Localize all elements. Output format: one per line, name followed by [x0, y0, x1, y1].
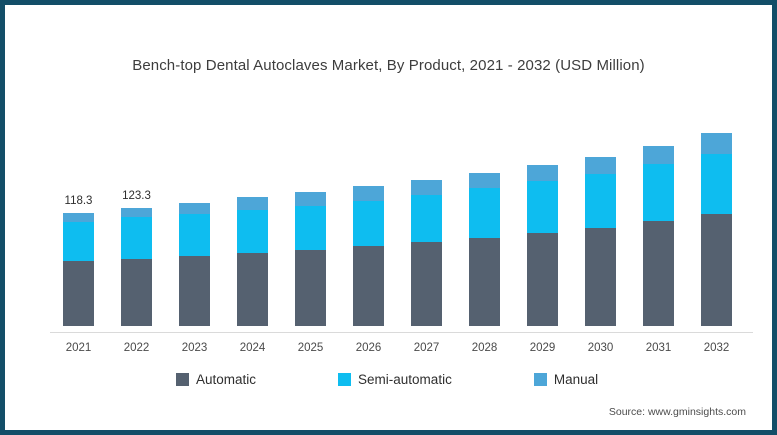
bar-2025 — [295, 192, 326, 326]
legend-label-automatic: Automatic — [196, 372, 257, 387]
bar-segment-semi-automatic-2030 — [585, 173, 616, 228]
bar-segment-automatic-2023 — [179, 255, 210, 326]
bar-segment-semi-automatic-2032 — [701, 153, 732, 215]
bar-segment-semi-automatic-2024 — [237, 209, 268, 253]
legend-swatch-automatic — [176, 373, 189, 386]
bar-segment-automatic-2025 — [295, 250, 326, 326]
x-axis-labels: 2021 2022 2023 2024 2025 2026 2027 2028 2029 2030… — [63, 342, 732, 354]
bar-segment-automatic-2031 — [643, 221, 674, 326]
bar-2027 — [411, 180, 442, 326]
source-text: Source: www.gminsights.com — [608, 406, 746, 418]
bar-segment-manual-2021 — [63, 212, 94, 222]
plot-area: 118.3 123.3 — [63, 126, 732, 326]
legend-swatch-semi-automatic — [338, 373, 352, 386]
bar-segment-semi-automatic-2021 — [63, 221, 94, 262]
bar-segment-automatic-2022 — [121, 258, 152, 326]
bar-segment-manual-2024 — [237, 197, 268, 210]
x-tick-2021: 2021 — [65, 342, 92, 354]
bar-2030 — [585, 156, 616, 326]
bar-segment-manual-2031 — [643, 145, 674, 164]
legend-label-manual: Manual — [553, 372, 599, 387]
legend-label-semi-automatic: Semi-automatic — [358, 372, 452, 387]
legend: Automatic Semi-automatic Manual — [176, 372, 598, 387]
bar-segment-automatic-2030 — [585, 227, 616, 326]
bar-segment-automatic-2028 — [469, 237, 500, 326]
bar-segment-semi-automatic-2031 — [643, 163, 674, 222]
bar-segment-automatic-2032 — [701, 214, 732, 326]
bar-segment-manual-2023 — [179, 202, 210, 214]
bar-segment-manual-2029 — [527, 165, 558, 182]
bar-2022: 123.3 — [121, 190, 152, 326]
x-tick-2031: 2031 — [645, 342, 672, 354]
bar-segment-automatic-2026 — [353, 246, 384, 326]
legend-item-manual: Manual — [533, 372, 599, 387]
x-tick-2030: 2030 — [587, 342, 614, 354]
bar-segment-manual-2026 — [353, 186, 384, 201]
bar-segment-manual-2028 — [469, 173, 500, 189]
bar-2032 — [701, 133, 732, 326]
x-tick-2026: 2026 — [355, 342, 382, 354]
bar-segment-semi-automatic-2027 — [411, 194, 442, 243]
bar-segment-semi-automatic-2029 — [527, 181, 558, 233]
bar-segment-automatic-2021 — [63, 261, 94, 326]
bar-2031 — [643, 145, 674, 326]
bar-2023 — [179, 202, 210, 326]
x-tick-2022: 2022 — [123, 342, 150, 354]
bar-segment-manual-2022 — [121, 207, 152, 218]
bar-segment-semi-automatic-2028 — [469, 188, 500, 238]
legend-item-semi-automatic: Semi-automatic — [338, 372, 452, 387]
bar-2021: 118.3 — [63, 195, 94, 326]
x-tick-2028: 2028 — [471, 342, 498, 354]
chart-title: Bench-top Dental Autoclaves Market, By P… — [132, 57, 645, 74]
x-tick-2029: 2029 — [529, 342, 556, 354]
bar-2029 — [527, 165, 558, 326]
legend-swatch-manual — [533, 373, 547, 386]
bar-value-label-2021: 118.3 — [64, 194, 93, 207]
bar-segment-automatic-2027 — [411, 242, 442, 326]
bar-segment-manual-2027 — [411, 180, 442, 195]
bar-segment-automatic-2029 — [527, 232, 558, 326]
x-tick-2023: 2023 — [181, 342, 208, 354]
bar-value-label-2022: 123.3 — [122, 189, 151, 202]
bar-2024 — [237, 197, 268, 326]
legend-item-automatic: Automatic — [176, 372, 256, 387]
bar-segment-manual-2030 — [585, 156, 616, 174]
x-tick-2032: 2032 — [703, 342, 730, 354]
bar-2028 — [469, 173, 500, 326]
bar-segment-semi-automatic-2025 — [295, 206, 326, 251]
bar-segment-semi-automatic-2026 — [353, 200, 384, 247]
bar-segment-automatic-2024 — [237, 252, 268, 326]
x-tick-2027: 2027 — [413, 342, 440, 354]
bar-segment-semi-automatic-2023 — [179, 213, 210, 256]
bar-segment-manual-2032 — [701, 133, 732, 154]
bar-2026 — [353, 186, 384, 326]
x-tick-2024: 2024 — [239, 342, 266, 354]
bar-segment-manual-2025 — [295, 192, 326, 207]
x-tick-2025: 2025 — [297, 342, 324, 354]
bar-segment-semi-automatic-2022 — [121, 217, 152, 259]
x-axis-line — [50, 332, 753, 333]
